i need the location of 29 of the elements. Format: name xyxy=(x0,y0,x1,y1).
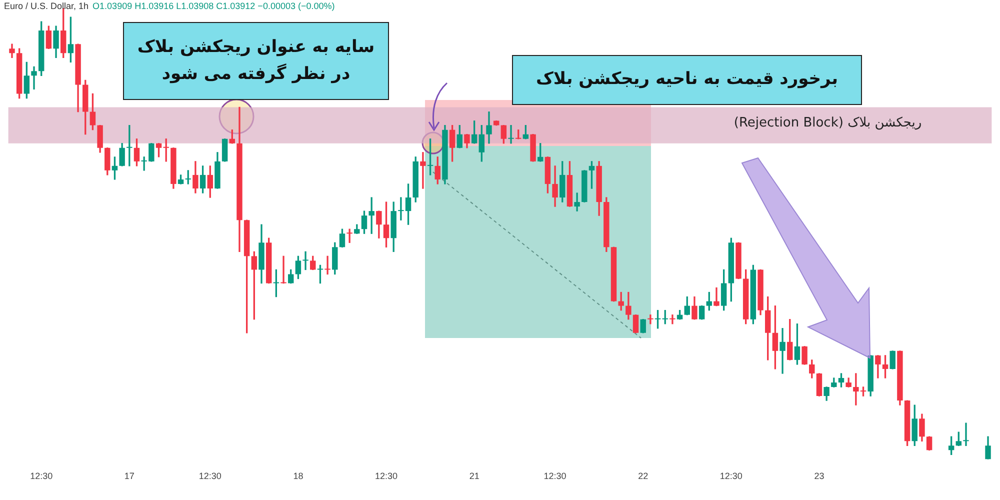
candlestick xyxy=(508,124,514,144)
candlestick xyxy=(648,314,654,324)
candlestick xyxy=(302,251,308,270)
x-tick-label: 12:30 xyxy=(720,471,742,482)
candlestick xyxy=(780,328,786,374)
candlestick xyxy=(31,66,37,90)
annotation: برخورد قیمت به ناحیه ریجکشن بلاک xyxy=(512,55,862,105)
candlestick xyxy=(324,256,330,275)
x-tick-label: 12:30 xyxy=(544,471,566,482)
candlestick xyxy=(714,287,720,306)
x-tick-label: 21 xyxy=(469,471,480,482)
annotation: سایه به عنوان ریجکشن بلاک در نظر گرفته می شود xyxy=(123,22,389,100)
candlestick xyxy=(963,422,969,446)
candlestick xyxy=(574,192,580,212)
candlestick xyxy=(420,152,426,189)
candlestick xyxy=(368,197,374,234)
candlestick xyxy=(280,256,286,284)
x-tick-label: 12:30 xyxy=(30,471,53,482)
candlestick xyxy=(346,228,352,243)
x-tick-label: 12:30 xyxy=(198,471,222,482)
x-tick-label: 17 xyxy=(124,471,134,482)
x-tick-label: 23 xyxy=(814,471,824,482)
chart-title: Euro / U.S. Dollar, 1h xyxy=(4,1,89,11)
x-tick-label: 12:30 xyxy=(374,471,398,482)
x-tick-label: 18 xyxy=(293,471,304,482)
x-tick-label: 22 xyxy=(638,471,648,482)
candlestick xyxy=(670,314,676,324)
chart-subtitle: O1.03909 H1.03916 L1.03908 C1.03912 −0.00003 (−0.00%) xyxy=(92,1,335,11)
band-label: ریجکشن بلاک (Rejection Block) xyxy=(734,116,922,131)
